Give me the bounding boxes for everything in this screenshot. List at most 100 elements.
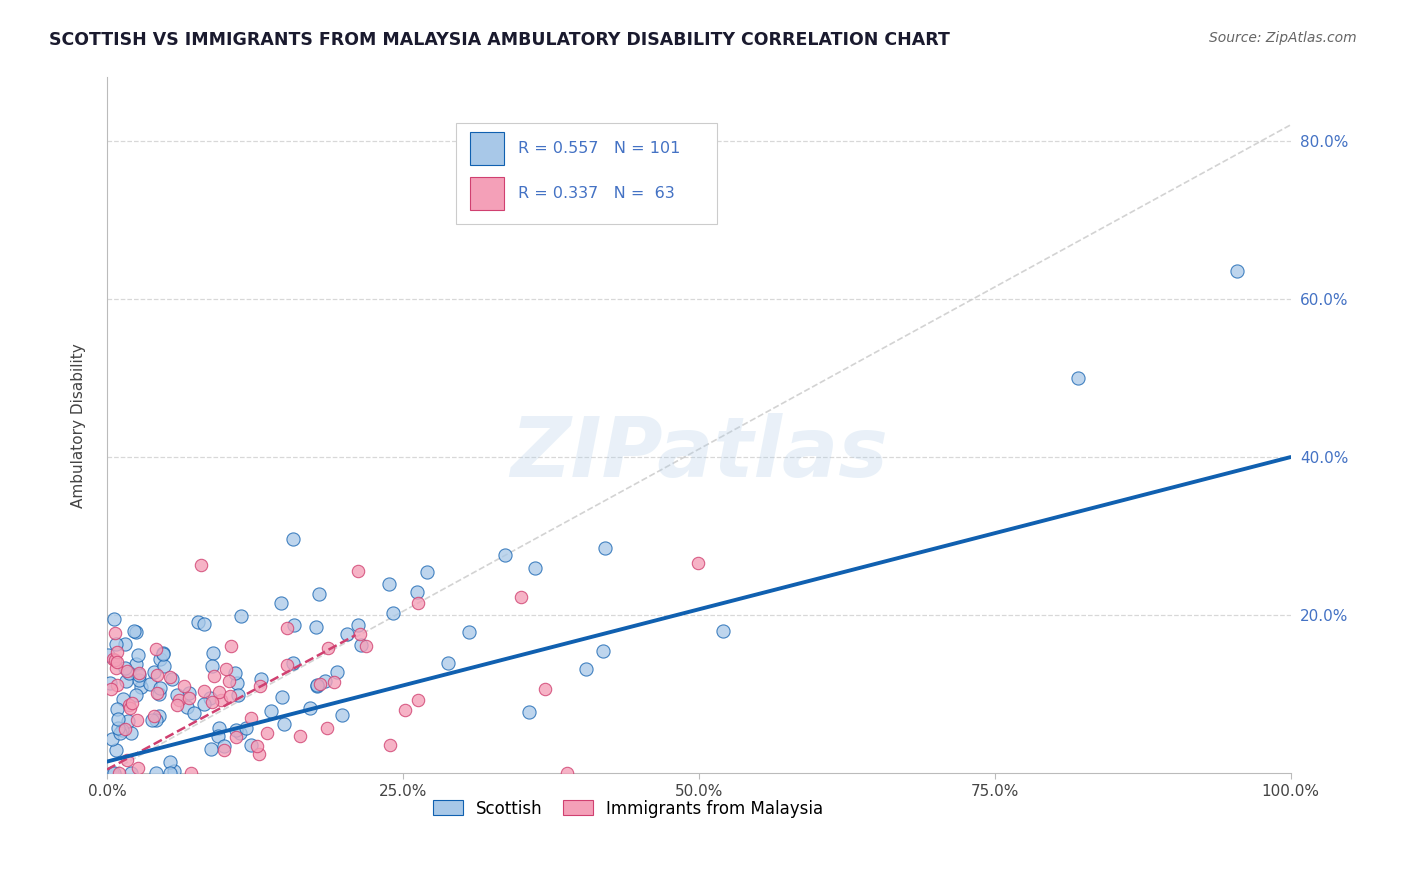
- Point: [105, 677, 128, 691]
- Point: [166, 689, 188, 703]
- Point: [330, 707, 353, 722]
- Point: [495, 548, 517, 562]
- Point: [346, 618, 368, 632]
- Point: [212, 743, 235, 757]
- Point: [381, 606, 404, 620]
- Point: [153, 659, 176, 673]
- Point: [145, 668, 167, 682]
- Point: [555, 765, 578, 780]
- Point: [270, 596, 292, 610]
- Point: [114, 637, 136, 651]
- Point: [437, 656, 460, 670]
- Point: [308, 587, 330, 601]
- Point: [519, 705, 541, 719]
- Point: [124, 625, 146, 640]
- Point: [215, 662, 238, 676]
- Point: [200, 742, 222, 756]
- Point: [193, 684, 215, 698]
- Point: [281, 656, 304, 670]
- Point: [159, 765, 181, 780]
- Point: [207, 729, 229, 743]
- Point: [349, 627, 371, 641]
- Point: [283, 617, 305, 632]
- Point: [235, 721, 257, 735]
- Point: [125, 688, 148, 702]
- Point: [149, 652, 172, 666]
- Point: [138, 676, 160, 690]
- Point: [146, 686, 169, 700]
- Point: [108, 765, 131, 780]
- Point: [201, 646, 224, 660]
- Point: [208, 685, 231, 699]
- Point: [394, 702, 416, 716]
- Text: ZIPatlas: ZIPatlas: [510, 413, 887, 494]
- Point: [173, 679, 195, 693]
- Point: [101, 651, 124, 665]
- Point: [406, 585, 429, 599]
- Point: [160, 672, 183, 686]
- Point: [128, 667, 150, 681]
- Point: [218, 673, 240, 688]
- Point: [180, 765, 202, 780]
- Point: [125, 657, 148, 671]
- Point: [121, 696, 143, 710]
- Point: [256, 725, 278, 739]
- FancyBboxPatch shape: [456, 123, 717, 224]
- Point: [240, 711, 263, 725]
- Point: [105, 702, 128, 716]
- Point: [122, 624, 145, 638]
- Point: [1066, 371, 1088, 385]
- Point: [307, 679, 329, 693]
- Point: [117, 666, 139, 681]
- Point: [104, 743, 127, 757]
- Point: [200, 695, 222, 709]
- Point: [378, 577, 401, 591]
- Point: [114, 674, 136, 689]
- Point: [593, 541, 616, 555]
- Point: [104, 661, 127, 675]
- Point: [105, 637, 128, 651]
- Point: [97, 648, 120, 662]
- Point: [159, 670, 181, 684]
- Point: [142, 665, 165, 680]
- Point: [276, 621, 298, 635]
- Point: [143, 708, 166, 723]
- Point: [225, 675, 247, 690]
- Point: [117, 714, 139, 728]
- Point: [534, 682, 557, 697]
- Point: [225, 730, 247, 744]
- Point: [120, 700, 142, 714]
- Point: [104, 626, 127, 640]
- Point: [204, 669, 226, 683]
- Point: [128, 666, 150, 681]
- Point: [105, 656, 128, 670]
- Point: [240, 738, 263, 752]
- Point: [212, 739, 235, 753]
- Point: [276, 658, 298, 673]
- Point: [523, 561, 546, 575]
- Point: [166, 698, 188, 712]
- Point: [686, 556, 709, 570]
- Point: [120, 726, 142, 740]
- Point: [183, 706, 205, 721]
- FancyBboxPatch shape: [471, 132, 503, 165]
- Point: [226, 688, 249, 702]
- Text: R = 0.337   N =  63: R = 0.337 N = 63: [517, 186, 675, 202]
- Point: [592, 644, 614, 658]
- Point: [179, 686, 201, 700]
- Point: [354, 639, 377, 653]
- FancyBboxPatch shape: [471, 178, 503, 211]
- Point: [127, 761, 149, 775]
- Point: [198, 691, 221, 706]
- Point: [231, 608, 253, 623]
- Point: [127, 648, 149, 663]
- Legend: Scottish, Immigrants from Malaysia: Scottish, Immigrants from Malaysia: [426, 793, 830, 824]
- Point: [316, 640, 339, 655]
- Point: [246, 739, 269, 753]
- Point: [127, 713, 149, 727]
- Point: [249, 679, 271, 693]
- Point: [141, 713, 163, 727]
- Point: [290, 729, 312, 743]
- Point: [176, 700, 198, 714]
- Point: [271, 690, 294, 704]
